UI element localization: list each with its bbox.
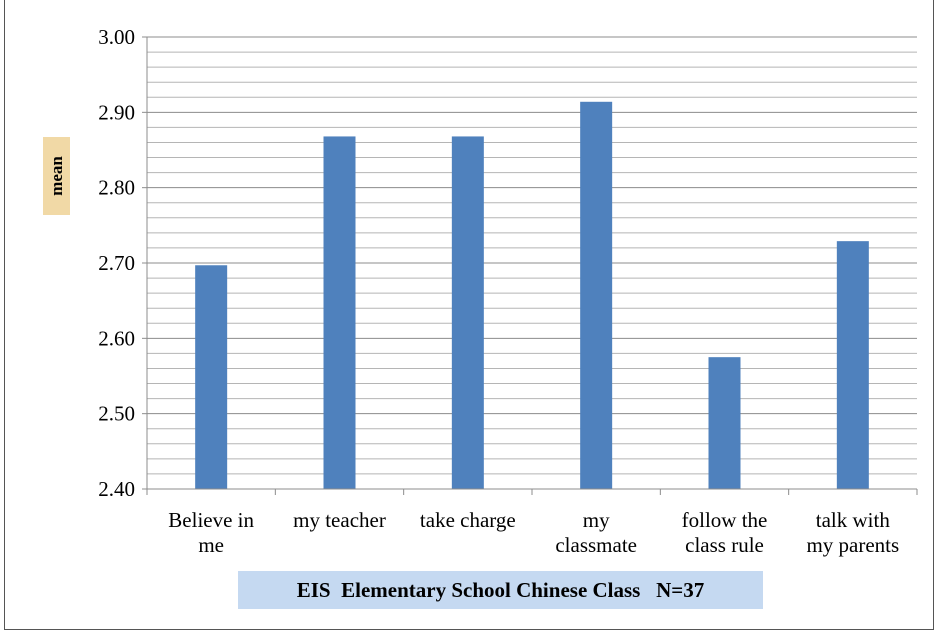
bars xyxy=(195,101,869,489)
y-tick-labels: 2.40 2.50 2.60 2.70 2.80 2.90 3.00 xyxy=(98,25,135,501)
y-tick-label: 2.70 xyxy=(98,251,135,275)
bar xyxy=(195,265,228,489)
x-category-label: Believe in me xyxy=(168,508,254,557)
y-tick-label: 2.90 xyxy=(98,100,135,124)
bar xyxy=(708,357,741,489)
x-category-label: talk with my parents xyxy=(806,508,899,557)
bar xyxy=(451,136,484,489)
x-category-label: my classmate xyxy=(555,508,637,557)
x-category-label: take charge xyxy=(420,508,516,532)
y-tick-label: 2.50 xyxy=(98,402,135,426)
x-axis-title: EIS Elementary School Chinese Class N=37 xyxy=(238,571,763,609)
y-tick-label: 3.00 xyxy=(98,25,135,49)
grid-lines xyxy=(147,36,917,490)
y-tick-label: 2.40 xyxy=(98,477,135,501)
y-tick-label: 2.60 xyxy=(98,326,135,350)
bar xyxy=(836,241,869,489)
axes xyxy=(142,36,918,495)
y-axis-title-text: mean xyxy=(46,156,66,196)
bar xyxy=(580,101,613,489)
y-tick-label: 2.80 xyxy=(98,176,135,200)
x-category-labels: Believe in me my teacher take charge my class… xyxy=(168,508,899,557)
x-category-label: follow the class rule xyxy=(682,508,768,557)
x-category-label: my teacher xyxy=(293,508,386,532)
bar xyxy=(323,136,356,489)
bar-chart: 2.40 2.50 2.60 2.70 2.80 2.90 3.00 Believe in m… xyxy=(98,25,918,557)
x-axis-title-text: EIS Elementary School Chinese Class N=37 xyxy=(296,577,705,602)
chart-frame: 2.40 2.50 2.60 2.70 2.80 2.90 3.00 Believe in m… xyxy=(4,0,934,630)
y-axis-title: mean xyxy=(43,137,70,215)
